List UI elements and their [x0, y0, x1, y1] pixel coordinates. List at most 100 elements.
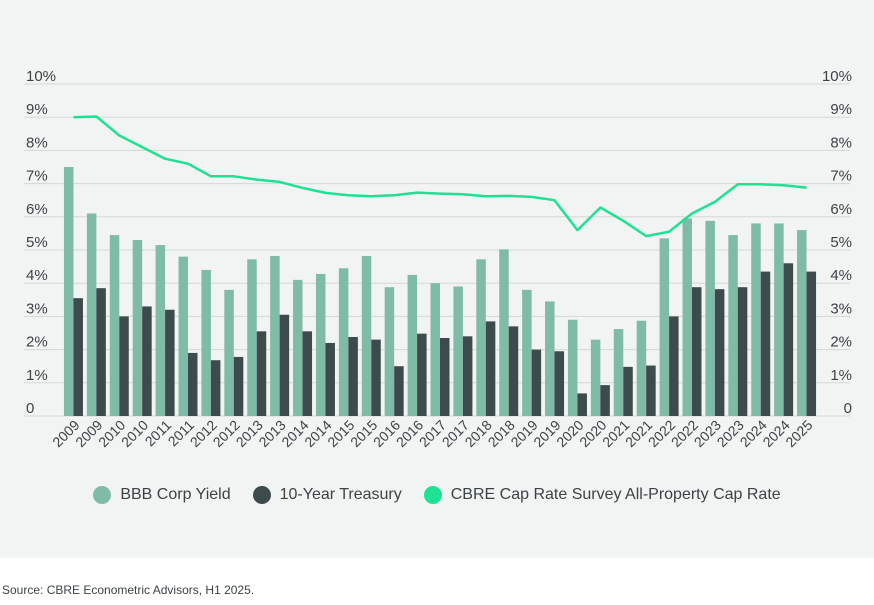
bar-bbb-corp-yield: [797, 230, 807, 416]
y-tick-right: 6%: [830, 201, 852, 218]
bar-bbb-corp-yield: [132, 240, 143, 416]
y-tick-left: 10%: [26, 68, 56, 85]
bar-bbb-corp-yield: [201, 269, 211, 416]
bar-10-year-treasury: [737, 287, 748, 416]
bar-10-year-treasury: [485, 321, 496, 416]
source-note: Source: CBRE Econometric Advisors, H1 20…: [2, 583, 255, 597]
y-tick-left: 1%: [26, 367, 48, 384]
bar-10-year-treasury: [348, 336, 358, 416]
bar-10-year-treasury: [508, 326, 519, 416]
bar-10-year-treasury: [531, 349, 542, 416]
bar-bbb-corp-yield: [590, 339, 601, 416]
bar-bbb-corp-yield: [613, 329, 624, 416]
bar-bbb-corp-yield: [361, 255, 372, 416]
bar-10-year-treasury: [302, 331, 313, 416]
y-axis-right: 0 1% 2% 3% 4% 5% 6% 7% 8% 9% 10%: [822, 68, 852, 417]
bar-bbb-corp-yield: [545, 301, 555, 416]
bar-bbb-corp-yield: [682, 218, 692, 416]
bar-10-year-treasury: [714, 289, 725, 416]
bar-bbb-corp-yield: [224, 289, 234, 416]
y-tick-left: 7%: [26, 168, 48, 185]
bar-bbb-corp-yield: [522, 289, 532, 416]
bar-10-year-treasury: [760, 271, 771, 416]
bar-10-year-treasury: [646, 365, 656, 416]
legend-item-treasury[interactable]: 10-Year Treasury: [252, 486, 402, 504]
legend-label-bbb: BBB Corp Yield: [120, 486, 231, 503]
combo-chart: 0 1% 2% 3% 4% 5% 6% 7% 8% 9% 10% 0 1% 2% 3% 4% 5% 6% 7% 8%…: [24, 68, 852, 450]
bar-10-year-treasury: [783, 263, 794, 416]
bar-10-year-treasury: [96, 288, 106, 416]
legend-swatch-treasury: [252, 486, 271, 504]
bar-10-year-treasury: [165, 309, 175, 416]
y-axis-left: 0 1% 2% 3% 4% 5% 6% 7% 8% 9% 10%: [26, 68, 56, 417]
bar-bbb-corp-yield: [315, 273, 326, 416]
bar-bbb-corp-yield: [659, 238, 670, 416]
bar-bbb-corp-yield: [86, 213, 97, 416]
bbb-bars: [63, 167, 807, 416]
bar-10-year-treasury: [371, 339, 381, 416]
legend-label-treasury: 10-Year Treasury: [279, 486, 402, 503]
legend: BBB Corp Yield 10-Year Treasury CBRE Cap…: [0, 483, 874, 507]
bar-bbb-corp-yield: [338, 268, 349, 416]
bar-10-year-treasury: [325, 342, 335, 416]
bar-10-year-treasury: [600, 385, 610, 416]
bar-10-year-treasury: [692, 287, 702, 416]
cap-rate-line: [73, 115, 807, 238]
y-tick-left: 6%: [26, 201, 48, 218]
y-tick-left: 2%: [26, 334, 48, 351]
bar-bbb-corp-yield: [567, 319, 578, 416]
bar-bbb-corp-yield: [178, 256, 188, 416]
legend-label-cap-rate: CBRE Cap Rate Survey All-Property Cap Ra…: [450, 486, 781, 503]
bar-bbb-corp-yield: [476, 259, 486, 416]
cap-rate-line-group: [73, 115, 807, 238]
bar-bbb-corp-yield: [499, 249, 509, 416]
bar-10-year-treasury: [210, 360, 221, 416]
bar-bbb-corp-yield: [155, 245, 166, 416]
y-tick-left: 8%: [26, 134, 48, 151]
y-tick-right: 0: [844, 400, 852, 417]
bar-10-year-treasury: [417, 333, 427, 416]
y-tick-right: 4%: [830, 267, 852, 284]
bar-10-year-treasury: [462, 336, 473, 416]
legend-swatch-cap-rate: [423, 486, 442, 504]
bar-10-year-treasury: [806, 271, 817, 416]
bar-10-year-treasury: [440, 337, 450, 416]
bar-bbb-corp-yield: [636, 320, 647, 416]
y-tick-right: 5%: [830, 234, 852, 251]
bar-10-year-treasury: [669, 316, 679, 416]
treasury-bars: [73, 263, 817, 416]
bar-10-year-treasury: [394, 366, 404, 416]
y-tick-right: 7%: [830, 168, 852, 185]
bar-10-year-treasury: [279, 314, 290, 416]
y-tick-left: 0: [26, 400, 34, 417]
bar-10-year-treasury: [256, 331, 267, 416]
bar-10-year-treasury: [554, 351, 565, 416]
bar-bbb-corp-yield: [728, 235, 738, 416]
bar-bbb-corp-yield: [270, 255, 280, 416]
bar-bbb-corp-yield: [430, 283, 440, 416]
y-tick-right: 8%: [830, 134, 852, 151]
bar-bbb-corp-yield: [293, 279, 303, 416]
bar-10-year-treasury: [577, 393, 587, 416]
legend-item-bbb[interactable]: BBB Corp Yield: [93, 486, 231, 504]
legend-item-cap-rate[interactable]: CBRE Cap Rate Survey All-Property Cap Ra…: [423, 486, 781, 504]
y-tick-left: 4%: [26, 267, 48, 284]
y-tick-right: 10%: [822, 68, 852, 85]
y-tick-right: 3%: [830, 300, 852, 317]
y-tick-left: 3%: [26, 300, 48, 317]
y-tick-right: 1%: [830, 367, 852, 384]
bar-10-year-treasury: [119, 316, 129, 416]
y-tick-left: 9%: [26, 101, 48, 118]
y-tick-right: 2%: [830, 334, 852, 351]
chart-panel: 0 1% 2% 3% 4% 5% 6% 7% 8% 9% 10% 0 1% 2% 3% 4% 5% 6% 7% 8%…: [0, 0, 874, 558]
bar-bbb-corp-yield: [63, 167, 74, 416]
bar-10-year-treasury: [142, 306, 152, 416]
bar-bbb-corp-yield: [774, 223, 784, 416]
bar-bbb-corp-yield: [109, 235, 120, 416]
bar-bbb-corp-yield: [247, 259, 257, 416]
bar-bbb-corp-yield: [407, 274, 418, 416]
bar-10-year-treasury: [188, 352, 198, 416]
bar-10-year-treasury: [623, 366, 633, 416]
bar-bbb-corp-yield: [705, 220, 715, 416]
legend-swatch-bbb: [93, 486, 112, 504]
